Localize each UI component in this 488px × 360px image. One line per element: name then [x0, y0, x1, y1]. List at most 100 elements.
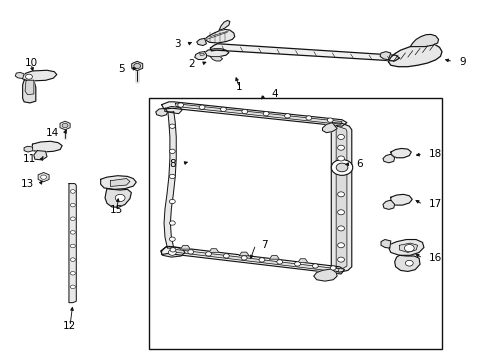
Circle shape	[70, 271, 75, 275]
Polygon shape	[194, 51, 206, 59]
Circle shape	[337, 156, 344, 161]
Circle shape	[70, 190, 75, 193]
Circle shape	[337, 210, 344, 215]
Circle shape	[70, 244, 75, 248]
Circle shape	[335, 163, 347, 172]
Polygon shape	[210, 57, 222, 61]
Circle shape	[329, 266, 335, 270]
Circle shape	[241, 256, 246, 260]
Circle shape	[312, 264, 318, 268]
Text: 13: 13	[20, 179, 34, 189]
Circle shape	[199, 105, 204, 109]
Polygon shape	[382, 154, 394, 163]
Polygon shape	[388, 239, 423, 255]
Circle shape	[25, 74, 32, 79]
Circle shape	[169, 221, 175, 225]
Polygon shape	[38, 172, 49, 182]
Circle shape	[41, 175, 46, 179]
Text: 4: 4	[271, 89, 277, 99]
Circle shape	[178, 103, 183, 107]
Polygon shape	[32, 141, 62, 152]
Bar	[149, 98, 441, 348]
Polygon shape	[180, 246, 190, 249]
Polygon shape	[335, 126, 346, 269]
Circle shape	[337, 243, 344, 248]
Circle shape	[169, 199, 175, 204]
Circle shape	[337, 145, 344, 150]
Circle shape	[169, 149, 175, 153]
Circle shape	[337, 257, 344, 262]
Polygon shape	[219, 21, 229, 30]
Text: 2: 2	[188, 59, 194, 69]
Polygon shape	[196, 39, 206, 45]
Circle shape	[326, 118, 332, 122]
Polygon shape	[161, 102, 346, 126]
Polygon shape	[164, 107, 182, 114]
Polygon shape	[69, 184, 76, 303]
Polygon shape	[15, 72, 24, 78]
Polygon shape	[24, 146, 33, 152]
Polygon shape	[210, 44, 399, 61]
Polygon shape	[399, 243, 417, 252]
Polygon shape	[322, 123, 336, 133]
Polygon shape	[22, 70, 57, 81]
Text: 15: 15	[110, 206, 123, 216]
Circle shape	[242, 109, 247, 114]
Circle shape	[263, 112, 268, 116]
Polygon shape	[204, 30, 234, 43]
Circle shape	[168, 249, 176, 255]
Polygon shape	[239, 252, 248, 256]
Circle shape	[70, 258, 75, 261]
Circle shape	[259, 258, 264, 262]
Text: 8: 8	[169, 159, 176, 169]
Circle shape	[337, 226, 344, 231]
Polygon shape	[22, 80, 36, 103]
Circle shape	[294, 262, 300, 266]
Polygon shape	[101, 176, 136, 189]
Circle shape	[62, 123, 68, 128]
Circle shape	[305, 116, 311, 120]
Circle shape	[170, 248, 176, 252]
Polygon shape	[156, 108, 167, 116]
Circle shape	[115, 194, 125, 202]
Text: 9: 9	[458, 57, 465, 67]
Polygon shape	[390, 194, 411, 205]
Text: 1: 1	[236, 82, 243, 93]
Text: 17: 17	[428, 199, 441, 210]
Text: 10: 10	[24, 58, 38, 68]
Circle shape	[220, 107, 226, 112]
Circle shape	[70, 285, 75, 289]
Polygon shape	[34, 150, 47, 160]
Polygon shape	[379, 51, 390, 60]
Polygon shape	[131, 61, 142, 71]
Circle shape	[169, 174, 175, 179]
Text: 6: 6	[356, 159, 363, 169]
Circle shape	[276, 260, 282, 264]
Text: 12: 12	[63, 321, 77, 331]
Polygon shape	[161, 246, 344, 274]
Text: 14: 14	[46, 128, 59, 138]
Circle shape	[405, 260, 412, 266]
Circle shape	[205, 252, 211, 256]
Circle shape	[70, 230, 75, 234]
Text: 7: 7	[261, 239, 267, 249]
Polygon shape	[60, 121, 70, 130]
Circle shape	[169, 124, 175, 129]
Text: 3: 3	[174, 40, 181, 49]
Polygon shape	[160, 246, 184, 257]
Circle shape	[337, 192, 344, 197]
Polygon shape	[380, 239, 390, 248]
Circle shape	[337, 134, 344, 139]
Text: 11: 11	[22, 154, 36, 164]
Polygon shape	[297, 259, 307, 262]
Circle shape	[330, 159, 352, 175]
Polygon shape	[105, 189, 131, 207]
Circle shape	[284, 114, 290, 118]
Text: 5: 5	[118, 64, 125, 74]
Polygon shape	[330, 123, 351, 272]
Polygon shape	[382, 200, 394, 210]
Circle shape	[169, 237, 175, 241]
Polygon shape	[175, 104, 341, 125]
Polygon shape	[204, 49, 228, 57]
Polygon shape	[199, 53, 204, 55]
